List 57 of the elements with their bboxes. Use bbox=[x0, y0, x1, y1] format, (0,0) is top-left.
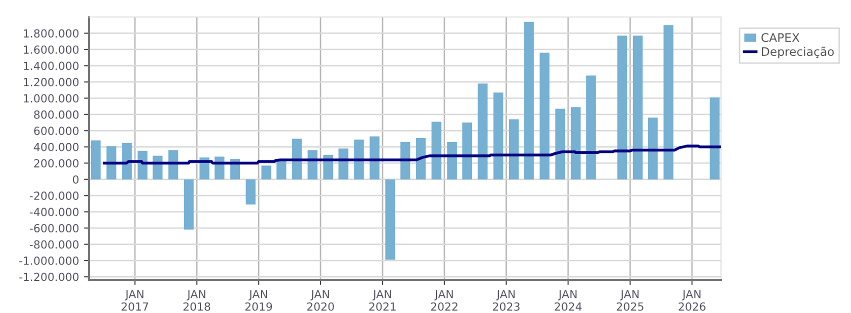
y-tick-label: -200.000 bbox=[30, 192, 79, 200]
bar bbox=[432, 122, 442, 180]
x-tick-label: JAN 2026 bbox=[678, 290, 706, 311]
y-tick-label: 1.400.000 bbox=[24, 62, 79, 70]
y-tick-label: 1.000.000 bbox=[24, 94, 79, 103]
bar bbox=[447, 142, 457, 180]
y-tick-label: 1.200.000 bbox=[24, 78, 79, 86]
bar bbox=[664, 25, 674, 180]
x-tick-label: JAN 2022 bbox=[431, 290, 458, 311]
bar bbox=[354, 140, 364, 180]
bar bbox=[184, 179, 194, 230]
bar bbox=[385, 179, 396, 260]
x-tick-label: JAN 2020 bbox=[307, 290, 334, 311]
y-tick-label: -1.000.000 bbox=[19, 256, 79, 265]
y-tick-label: 0 bbox=[72, 175, 79, 184]
bar bbox=[261, 166, 272, 180]
y-tick-label: 400.000 bbox=[34, 142, 79, 152]
bar bbox=[632, 36, 643, 180]
bar bbox=[570, 107, 581, 180]
legend-label: CAPEX bbox=[761, 33, 800, 42]
x-tick-label: JAN 2017 bbox=[122, 290, 148, 311]
bar bbox=[370, 136, 380, 180]
bar bbox=[648, 118, 658, 180]
x-tick-label: JAN 2024 bbox=[554, 290, 582, 311]
bar bbox=[416, 138, 426, 180]
bar bbox=[508, 119, 519, 180]
y-tick-label: -1.200.000 bbox=[19, 272, 79, 282]
x-tick-label: JAN 2018 bbox=[183, 290, 210, 311]
x-tick-label: JAN 2023 bbox=[492, 290, 520, 311]
bar bbox=[586, 75, 596, 180]
bar bbox=[524, 22, 534, 180]
y-tick-label: 1.600.000 bbox=[24, 45, 79, 54]
y-tick-label: 200.000 bbox=[34, 159, 79, 168]
y-tick-label: 800.000 bbox=[34, 110, 79, 119]
line-series bbox=[103, 144, 721, 164]
bar bbox=[338, 148, 348, 180]
bar bbox=[246, 179, 256, 205]
bar bbox=[90, 140, 101, 180]
bar bbox=[462, 122, 472, 180]
bar bbox=[122, 142, 132, 180]
x-tick-label: JAN 2019 bbox=[245, 290, 272, 311]
y-tick-label: -600.000 bbox=[30, 224, 79, 232]
bar bbox=[292, 138, 302, 180]
bar bbox=[493, 92, 504, 180]
y-tick-label: -400.000 bbox=[30, 208, 79, 216]
bar bbox=[710, 97, 720, 180]
y-tick-label: 600.000 bbox=[34, 126, 79, 136]
legend-label: Depreciação bbox=[762, 46, 834, 58]
bar bbox=[478, 84, 488, 180]
bar bbox=[540, 52, 550, 180]
x-tick-label: JAN 2021 bbox=[369, 290, 396, 311]
x-tick-label: JAN 2025 bbox=[616, 290, 644, 311]
bar bbox=[555, 108, 566, 180]
y-tick-label: 1.800.000 bbox=[24, 29, 79, 38]
bar bbox=[617, 36, 628, 180]
bar bbox=[106, 146, 116, 180]
y-tick-label: -800.000 bbox=[30, 240, 79, 249]
